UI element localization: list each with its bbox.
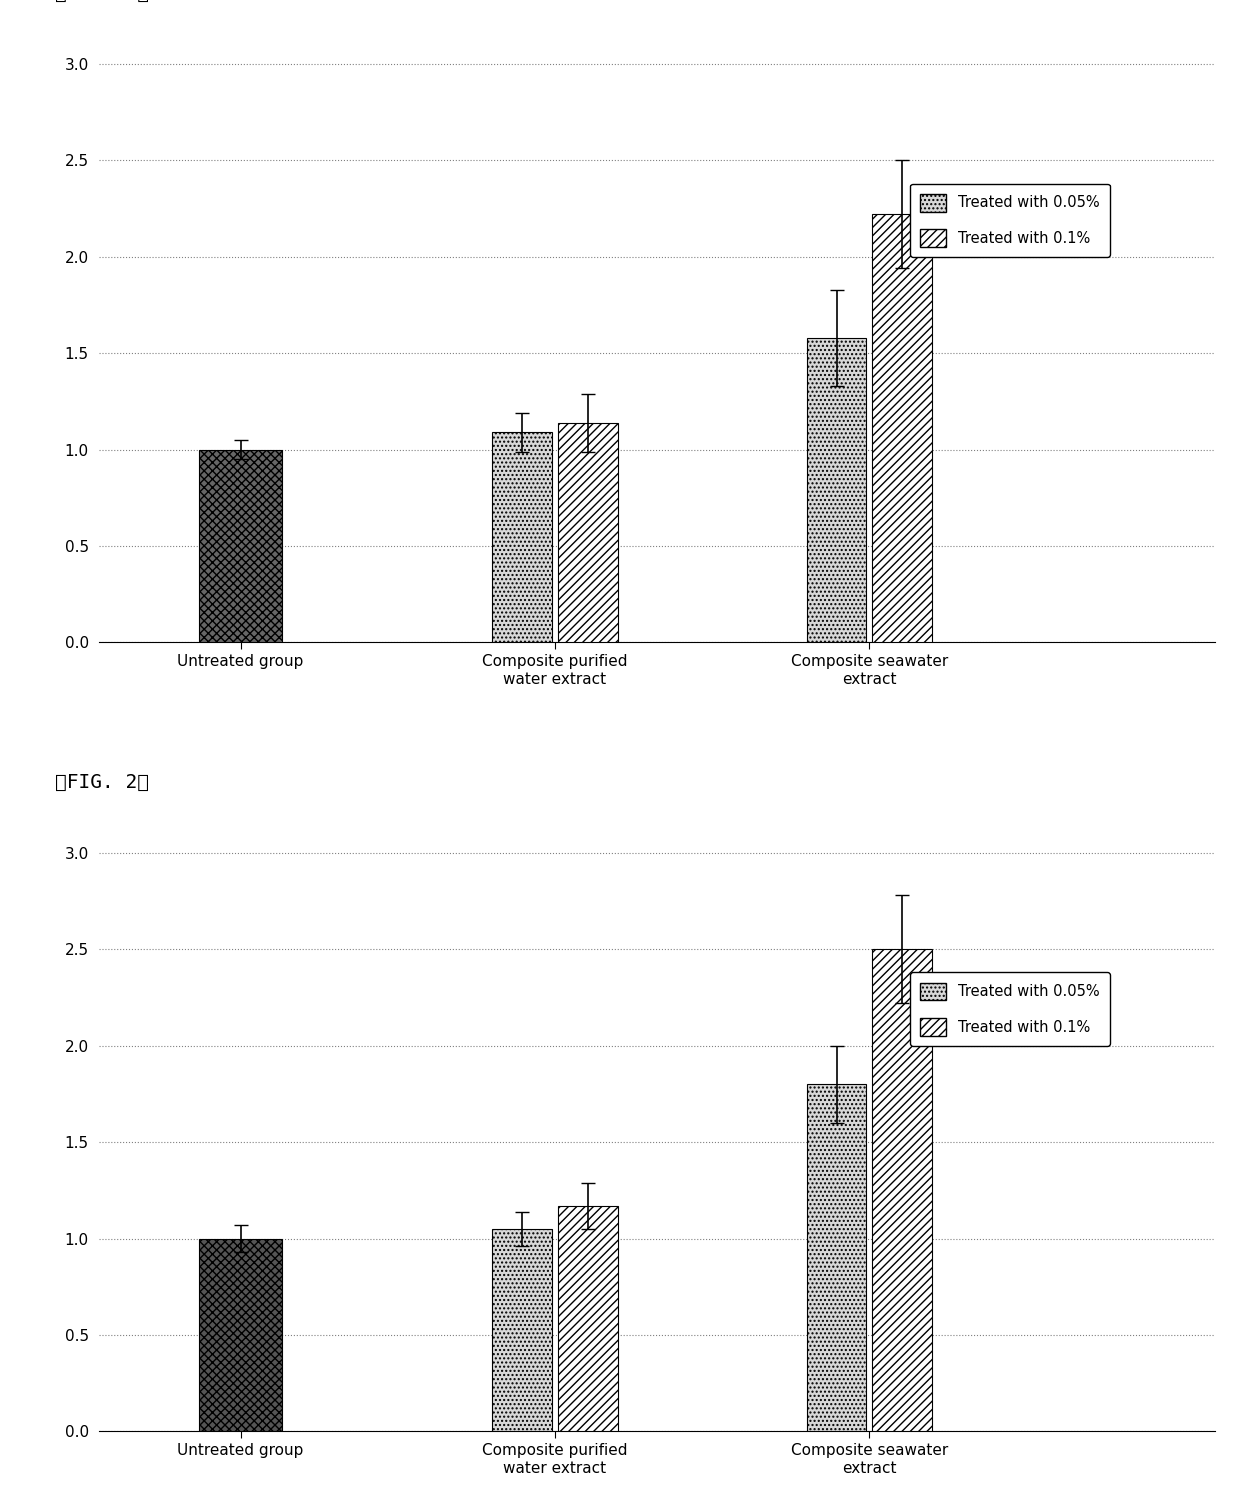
Bar bbox=[807, 1084, 867, 1431]
Bar bbox=[492, 432, 552, 643]
Bar bbox=[807, 338, 867, 643]
Legend: Treated with 0.05%, Treated with 0.1%: Treated with 0.05%, Treated with 0.1% bbox=[910, 183, 1110, 256]
Legend: Treated with 0.05%, Treated with 0.1%: Treated with 0.05%, Treated with 0.1% bbox=[910, 972, 1110, 1047]
Bar bbox=[492, 1229, 552, 1431]
Bar bbox=[873, 950, 932, 1431]
Text: 』FIG. 2】: 』FIG. 2】 bbox=[55, 772, 149, 792]
Bar bbox=[198, 1239, 283, 1431]
Bar bbox=[198, 450, 283, 643]
Bar bbox=[558, 422, 618, 643]
Text: 』FIG. 1】: 』FIG. 1】 bbox=[55, 0, 149, 3]
Bar bbox=[873, 215, 932, 643]
Bar bbox=[558, 1206, 618, 1431]
